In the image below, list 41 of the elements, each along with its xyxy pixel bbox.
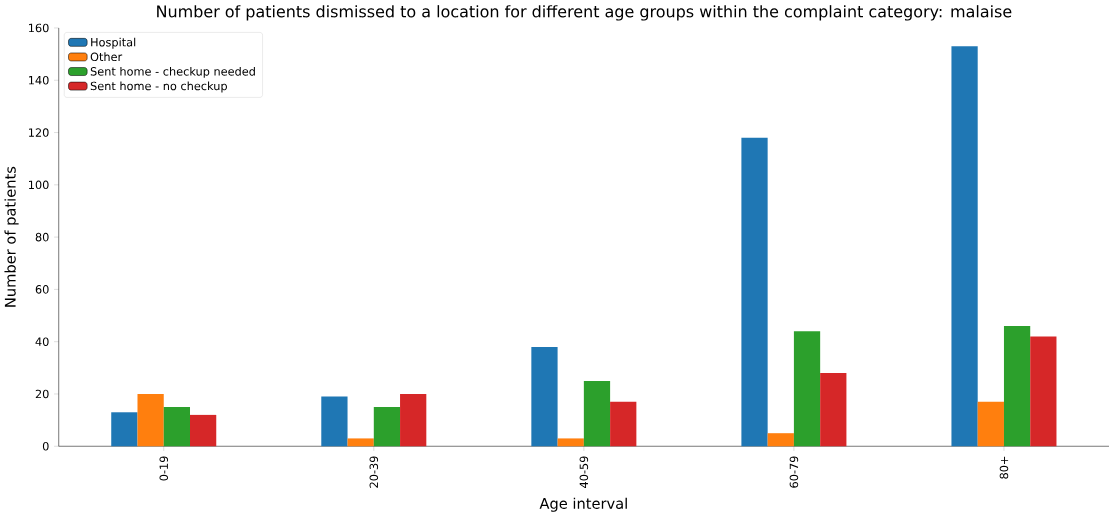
- bar: [1003, 325, 1031, 447]
- chart-title: Number of patients dismissed to a location for different age groups within the complaint category: malaise: [157, 5, 1012, 21]
- y-tick-label: 60: [35, 285, 49, 294]
- y-tick-label: 0: [42, 441, 49, 451]
- bar: [163, 406, 191, 447]
- y-tick-label: 100: [29, 180, 49, 189]
- legend-label: Other: [90, 52, 123, 61]
- bar: [557, 438, 584, 447]
- bar: [137, 393, 164, 447]
- x-tick-label: 60-79: [789, 456, 799, 488]
- bar: [741, 137, 768, 447]
- y-tick-label: 160: [29, 23, 49, 33]
- bar: [610, 401, 637, 447]
- y-tick-label: 140: [29, 75, 49, 85]
- bar: [373, 406, 401, 447]
- x-axis-title: Age interval: [539, 497, 627, 512]
- bar: [347, 438, 374, 447]
- bar: [321, 396, 348, 447]
- y-tick-label: 20: [35, 389, 49, 399]
- x-tick-label: 20-39: [369, 456, 379, 488]
- y-tick-label: 120: [29, 128, 49, 137]
- legend-label: Sent home - checkup needed: [90, 66, 255, 78]
- y-tick-label: 40: [35, 337, 49, 346]
- bar: [793, 331, 821, 447]
- x-tick-label: 80+: [999, 456, 1009, 479]
- bar: [190, 414, 217, 447]
- bar: [400, 393, 427, 447]
- bar: [583, 380, 611, 447]
- bar: [1030, 336, 1057, 447]
- legend-label: Hospital: [91, 37, 136, 49]
- bar: [767, 433, 794, 447]
- legend-label: Sent home - no checkup: [90, 81, 227, 93]
- x-tick-label: 40-59: [579, 456, 589, 488]
- bar: [977, 401, 1004, 447]
- bar: [111, 412, 138, 447]
- bar: [951, 46, 978, 447]
- x-tick-label: 0-19: [159, 456, 169, 481]
- bar: [531, 346, 558, 447]
- y-axis-title: Number of patients: [4, 166, 19, 307]
- y-tick-label: 80: [35, 232, 49, 242]
- bar: [820, 372, 847, 447]
